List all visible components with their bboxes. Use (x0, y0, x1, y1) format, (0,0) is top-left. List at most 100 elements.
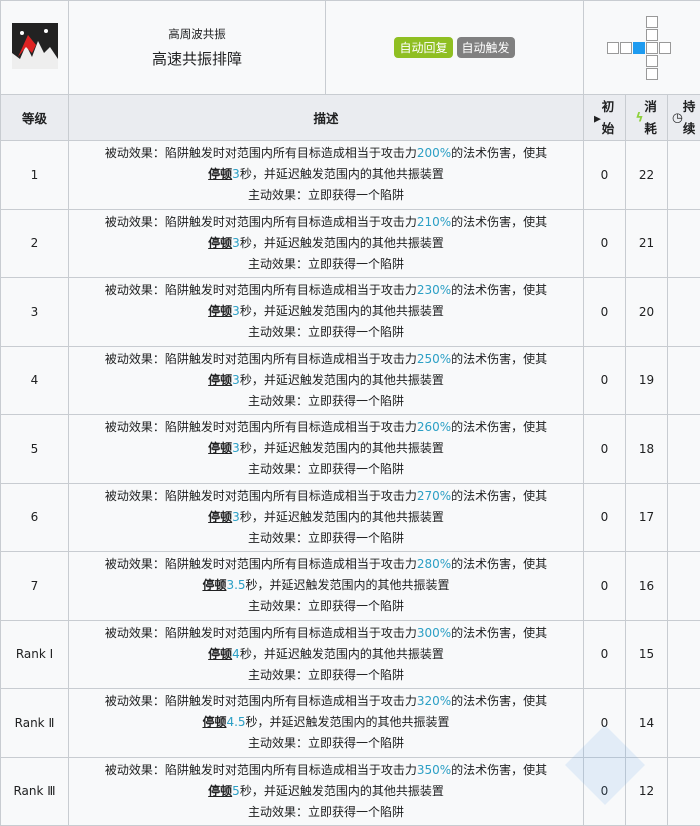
duration-cell (668, 346, 700, 415)
stun-link[interactable]: 停顿 (202, 715, 226, 729)
stun-link[interactable]: 停顿 (208, 373, 232, 387)
passive-text-end: 的法术伤害，使其 (451, 420, 547, 434)
passive-text-end: 的法术伤害，使其 (451, 489, 547, 503)
duration-cell (668, 141, 700, 210)
stun-duration: 3.5 (226, 578, 245, 592)
duration-cell (668, 483, 700, 552)
stun-duration: 3 (232, 373, 240, 387)
skill-name-cell: 高周波共振 高速共振排障 (69, 1, 326, 95)
range-cross-grid-icon (602, 15, 677, 80)
passive-text-rest: 秒，并延迟触发范围内的其他共振装置 (240, 510, 444, 524)
stun-link[interactable]: 停顿 (208, 647, 232, 661)
initial-sp-cell: 0 (584, 346, 626, 415)
active-text: 主动效果：立即获得一个陷阱 (69, 322, 583, 343)
level-cell: 3 (1, 278, 69, 347)
sp-cost-cell: 16 (626, 552, 668, 621)
stun-link[interactable]: 停顿 (208, 167, 232, 181)
stun-duration: 5 (232, 784, 240, 798)
initial-sp-cell: 0 (584, 209, 626, 278)
stun-link[interactable]: 停顿 (208, 304, 232, 318)
damage-value: 350% (417, 763, 451, 777)
sp-cost-cell: 15 (626, 620, 668, 689)
stun-duration: 3 (232, 441, 240, 455)
duration-cell (668, 620, 700, 689)
damage-value: 260% (417, 420, 451, 434)
stun-duration: 4 (232, 647, 240, 661)
active-text: 主动效果：立即获得一个陷阱 (69, 391, 583, 412)
passive-text: 被动效果：陷阱触发时对范围内所有目标造成相当于攻击力 (105, 694, 417, 708)
range-cell (584, 1, 700, 95)
passive-text: 被动效果：陷阱触发时对范围内所有目标造成相当于攻击力 (105, 626, 417, 640)
skill-subtitle: 高周波共振 (69, 26, 325, 42)
skill-tags-cell: 自动回复自动触发 (326, 1, 584, 95)
passive-text: 被动效果：陷阱触发时对范围内所有目标造成相当于攻击力 (105, 215, 417, 229)
damage-value: 270% (417, 489, 451, 503)
damage-value: 300% (417, 626, 451, 640)
damage-value: 230% (417, 283, 451, 297)
passive-text-rest: 秒，并延迟触发范围内的其他共振装置 (240, 373, 444, 387)
play-icon: ▶ (594, 114, 601, 124)
description-cell: 被动效果：陷阱触发时对范围内所有目标造成相当于攻击力350%的法术伤害，使其 停… (69, 757, 584, 826)
initial-sp-cell: 0 (584, 278, 626, 347)
level-cell: Rank Ⅰ (1, 620, 69, 689)
passive-text-rest: 秒，并延迟触发范围内的其他共振装置 (240, 784, 444, 798)
level-cell: 5 (1, 415, 69, 484)
passive-text-rest: 秒，并延迟触发范围内的其他共振装置 (246, 578, 450, 592)
active-text: 主动效果：立即获得一个陷阱 (69, 185, 583, 206)
description-cell: 被动效果：陷阱触发时对范围内所有目标造成相当于攻击力320%的法术伤害，使其 停… (69, 689, 584, 758)
stun-link[interactable]: 停顿 (208, 784, 232, 798)
passive-text: 被动效果：陷阱触发时对范围内所有目标造成相当于攻击力 (105, 283, 417, 297)
description-cell: 被动效果：陷阱触发时对范围内所有目标造成相当于攻击力200%的法术伤害，使其 停… (69, 141, 584, 210)
initial-sp-cell: 0 (584, 552, 626, 621)
level-cell: Rank Ⅱ (1, 689, 69, 758)
sp-cost-cell: 19 (626, 346, 668, 415)
duration-cell (668, 689, 700, 758)
tag-auto-trigger: 自动触发 (457, 37, 515, 58)
level-cell: 6 (1, 483, 69, 552)
stun-duration: 3 (232, 510, 240, 524)
passive-text: 被动效果：陷阱触发时对范围内所有目标造成相当于攻击力 (105, 763, 417, 777)
skill-name: 高速共振排障 (69, 48, 325, 69)
level-cell: 7 (1, 552, 69, 621)
description-cell: 被动效果：陷阱触发时对范围内所有目标造成相当于攻击力250%的法术伤害，使其 停… (69, 346, 584, 415)
damage-value: 320% (417, 694, 451, 708)
skill-icon-cell (1, 1, 69, 95)
header-cost: ϟ消耗 (626, 95, 668, 141)
passive-text-rest: 秒，并延迟触发范围内的其他共振装置 (240, 236, 444, 250)
table-row: 2 被动效果：陷阱触发时对范围内所有目标造成相当于攻击力210%的法术伤害，使其… (1, 209, 700, 278)
active-text: 主动效果：立即获得一个陷阱 (69, 665, 583, 686)
level-cell: Rank Ⅲ (1, 757, 69, 826)
passive-text-rest: 秒，并延迟触发范围内的其他共振装置 (246, 715, 450, 729)
passive-text: 被动效果：陷阱触发时对范围内所有目标造成相当于攻击力 (105, 146, 417, 160)
watermark-diamond-icon (560, 720, 650, 810)
stun-link[interactable]: 停顿 (202, 578, 226, 592)
table-row: 5 被动效果：陷阱触发时对范围内所有目标造成相当于攻击力260%的法术伤害，使其… (1, 415, 700, 484)
damage-value: 250% (417, 352, 451, 366)
description-cell: 被动效果：陷阱触发时对范围内所有目标造成相当于攻击力280%的法术伤害，使其 停… (69, 552, 584, 621)
passive-text: 被动效果：陷阱触发时对范围内所有目标造成相当于攻击力 (105, 557, 417, 571)
sp-cost-cell: 18 (626, 415, 668, 484)
stun-link[interactable]: 停顿 (208, 441, 232, 455)
active-text: 主动效果：立即获得一个陷阱 (69, 528, 583, 549)
passive-text-end: 的法术伤害，使其 (451, 763, 547, 777)
sp-cost-cell: 21 (626, 209, 668, 278)
table-row: Rank Ⅰ 被动效果：陷阱触发时对范围内所有目标造成相当于攻击力300%的法术… (1, 620, 700, 689)
sp-cost-cell: 20 (626, 278, 668, 347)
stun-duration: 4.5 (226, 715, 245, 729)
active-text: 主动效果：立即获得一个陷阱 (69, 802, 583, 823)
passive-text-end: 的法术伤害，使其 (451, 215, 547, 229)
table-row: 3 被动效果：陷阱触发时对范围内所有目标造成相当于攻击力230%的法术伤害，使其… (1, 278, 700, 347)
stun-duration: 3 (232, 304, 240, 318)
stun-link[interactable]: 停顿 (208, 236, 232, 250)
passive-text-rest: 秒，并延迟触发范围内的其他共振装置 (240, 647, 444, 661)
active-text: 主动效果：立即获得一个陷阱 (69, 733, 583, 754)
active-text: 主动效果：立即获得一个陷阱 (69, 596, 583, 617)
stun-link[interactable]: 停顿 (208, 510, 232, 524)
passive-text-end: 的法术伤害，使其 (451, 557, 547, 571)
table-row: 7 被动效果：陷阱触发时对范围内所有目标造成相当于攻击力280%的法术伤害，使其… (1, 552, 700, 621)
passive-text: 被动效果：陷阱触发时对范围内所有目标造成相当于攻击力 (105, 420, 417, 434)
header-duration: ◷持续 (668, 95, 700, 141)
passive-text-rest: 秒，并延迟触发范围内的其他共振装置 (240, 167, 444, 181)
passive-text-end: 的法术伤害，使其 (451, 694, 547, 708)
